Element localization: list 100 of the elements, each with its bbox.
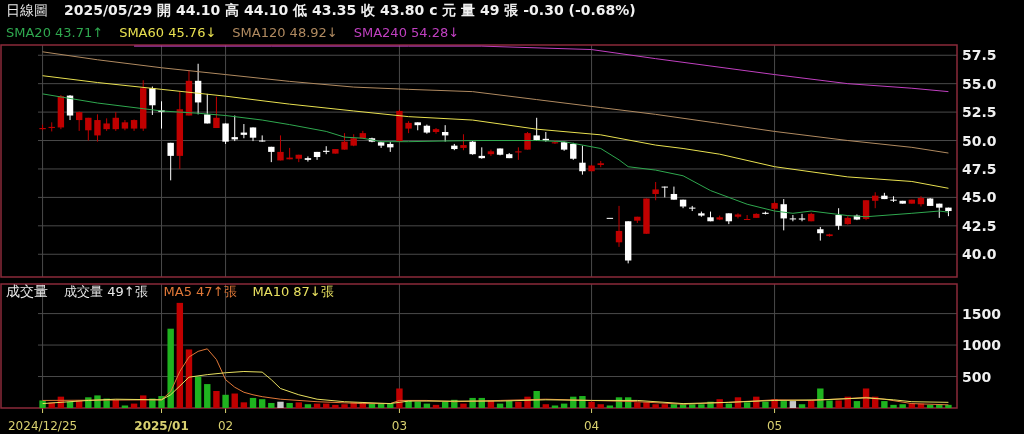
candlestick bbox=[798, 213, 806, 222]
bar bbox=[945, 404, 952, 408]
candlestick bbox=[432, 127, 440, 135]
bar bbox=[670, 404, 678, 408]
bar bbox=[432, 404, 440, 408]
y-tick-label: 55.0 bbox=[962, 75, 997, 92]
text: MA5 47↑張 bbox=[163, 284, 237, 299]
bar bbox=[194, 376, 202, 408]
text: SMA20 43.71↑ bbox=[6, 25, 104, 40]
candlestick bbox=[487, 149, 495, 157]
candlestick bbox=[258, 134, 266, 143]
x-tick-label: 04 bbox=[583, 419, 600, 433]
candlestick bbox=[652, 181, 659, 201]
text: 成交量 49↑張 bbox=[64, 284, 148, 299]
y-tick-label: 1000 bbox=[962, 337, 1002, 354]
bar bbox=[606, 405, 614, 408]
bar bbox=[926, 404, 934, 408]
bar bbox=[835, 400, 842, 408]
candlestick bbox=[670, 186, 678, 201]
bar bbox=[762, 401, 769, 408]
bar bbox=[231, 393, 238, 408]
bar bbox=[881, 401, 888, 408]
candlestick bbox=[862, 199, 870, 221]
candlestick bbox=[149, 86, 156, 116]
x-tick-label: 02 bbox=[217, 419, 234, 433]
candlestick bbox=[789, 214, 797, 222]
y-tick-label: 40.0 bbox=[962, 246, 997, 263]
text: SMA60 45.76↓ bbox=[119, 25, 217, 40]
bar bbox=[240, 402, 248, 408]
bar bbox=[460, 403, 467, 408]
bar bbox=[414, 401, 421, 408]
bar bbox=[204, 384, 211, 408]
line-series bbox=[42, 51, 949, 154]
bar bbox=[853, 401, 861, 408]
bar bbox=[817, 388, 824, 408]
bar bbox=[295, 402, 302, 408]
x-tick-label: 05 bbox=[766, 419, 783, 433]
line-series bbox=[133, 45, 949, 93]
y-tick-label: 42.5 bbox=[962, 217, 997, 234]
text: MA10 87↓張 bbox=[252, 284, 334, 299]
series-label: SMA240 54.28↓ bbox=[353, 25, 460, 40]
bar bbox=[780, 401, 787, 408]
candlestick bbox=[615, 205, 623, 248]
line-series bbox=[42, 370, 949, 405]
y-tick-label: 50.0 bbox=[962, 132, 997, 149]
bar bbox=[798, 404, 806, 408]
bar bbox=[698, 404, 705, 408]
x-tick-label: 2024/12/25 bbox=[7, 419, 78, 433]
candlestick bbox=[112, 111, 119, 132]
bar bbox=[588, 401, 595, 408]
y-tick-label: 47.5 bbox=[962, 160, 997, 177]
candlestick bbox=[515, 146, 522, 161]
bar bbox=[652, 404, 659, 408]
bar bbox=[277, 401, 284, 408]
bar bbox=[661, 404, 668, 408]
bar bbox=[634, 402, 641, 408]
bar bbox=[515, 401, 522, 408]
y-tick-label: 500 bbox=[962, 368, 992, 385]
y-tick-label: 57.5 bbox=[962, 47, 997, 64]
candlestick bbox=[304, 155, 312, 163]
bar bbox=[341, 404, 348, 408]
bar bbox=[441, 401, 449, 408]
x-tick-label: 2025/01 bbox=[134, 419, 189, 433]
bar bbox=[121, 405, 129, 408]
bar bbox=[899, 404, 906, 408]
candlestick bbox=[579, 145, 586, 176]
bar bbox=[826, 400, 833, 408]
candlestick bbox=[277, 134, 284, 161]
chart-subtitle: 2025/05/29 開 44.10 高 44.10 低 43.35 收 43.80 c 元 量 49 張 -0.30 (-0.68%) bbox=[64, 2, 636, 18]
bar bbox=[789, 401, 797, 408]
bar bbox=[743, 402, 751, 408]
candlestick bbox=[167, 142, 174, 181]
bar bbox=[249, 397, 257, 408]
bar bbox=[167, 328, 174, 408]
bar bbox=[286, 402, 293, 408]
chart-title: 日線圖 bbox=[6, 2, 48, 18]
y-tick-label: 1500 bbox=[962, 305, 1002, 322]
line-series bbox=[42, 75, 949, 189]
bar bbox=[542, 404, 550, 408]
bar bbox=[85, 397, 92, 408]
y-tick-label: 45.0 bbox=[962, 189, 997, 206]
x-tick-label: 03 bbox=[391, 419, 408, 433]
chart-title: 成交量 bbox=[6, 283, 48, 299]
bar bbox=[506, 401, 513, 408]
bar bbox=[890, 404, 897, 408]
candlestick bbox=[743, 214, 751, 220]
y-tick-label: 52.5 bbox=[962, 104, 997, 121]
candlestick bbox=[835, 207, 842, 231]
bar bbox=[551, 405, 559, 408]
bar bbox=[258, 399, 266, 408]
bar bbox=[597, 404, 604, 408]
bar bbox=[268, 402, 275, 408]
bar bbox=[213, 391, 220, 408]
candlestick bbox=[222, 122, 229, 145]
candlestick bbox=[94, 113, 101, 143]
bar bbox=[222, 394, 229, 408]
bar bbox=[332, 404, 339, 408]
bar bbox=[304, 404, 312, 408]
text: SMA120 48.92↓ bbox=[232, 25, 338, 40]
candlestick bbox=[213, 96, 220, 129]
